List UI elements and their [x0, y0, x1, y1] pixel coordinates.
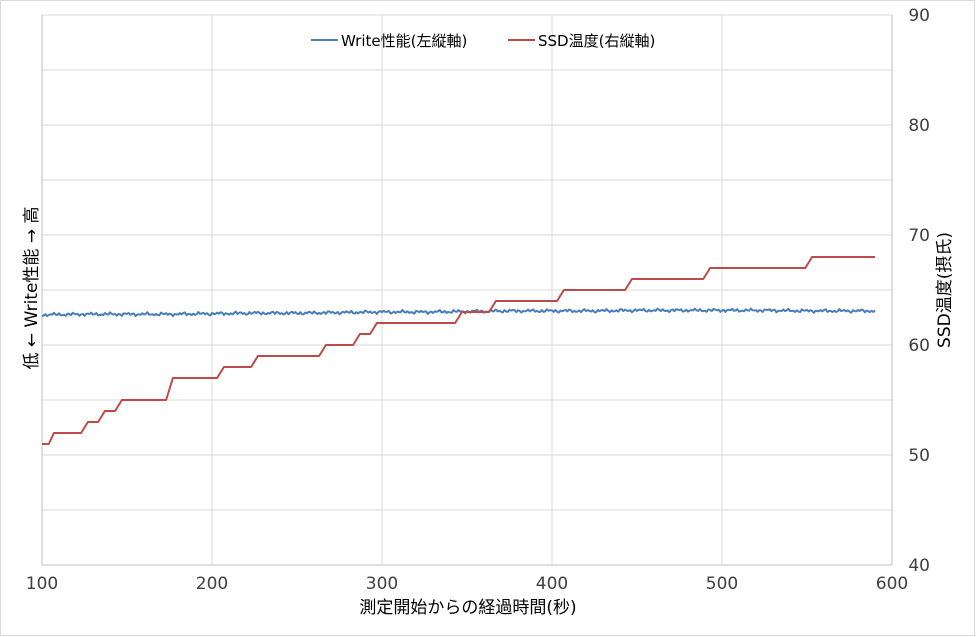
x-tick-label: 500	[706, 574, 738, 594]
x-axis-ticks: 100 200 300 400 500 600	[26, 574, 908, 594]
y-right-tick-label: 40	[908, 556, 930, 576]
y-axis-right-ticks: 40 50 60 70 80 90	[908, 6, 930, 576]
series-layer	[41, 256, 876, 445]
x-tick-label: 600	[876, 574, 908, 594]
legend-label-temperature: SSD温度(右縦軸)	[538, 32, 655, 50]
y-right-tick-label: 70	[908, 226, 930, 246]
x-tick-label: 100	[26, 574, 58, 594]
x-tick-label: 300	[366, 574, 398, 594]
gridlines	[41, 14, 893, 566]
x-tick-label: 200	[196, 574, 228, 594]
series-line-temperature	[42, 256, 875, 445]
y-right-tick-label: 60	[908, 336, 930, 356]
y-right-tick-label: 50	[908, 446, 930, 466]
series-line-write	[41, 307, 876, 318]
y-axis-left-title: 低 ← Write性能 → 高	[22, 207, 42, 370]
y-axis-right-title: SSD温度(摂氏)	[935, 232, 955, 348]
legend: Write性能(左縦軸) SSD温度(右縦軸)	[311, 32, 655, 50]
x-tick-label: 400	[536, 574, 568, 594]
y-right-tick-label: 80	[908, 116, 930, 136]
y-right-tick-label: 90	[908, 6, 930, 26]
legend-label-write: Write性能(左縦軸)	[341, 32, 467, 50]
x-axis-title: 測定開始からの経過時間(秒)	[359, 598, 576, 618]
